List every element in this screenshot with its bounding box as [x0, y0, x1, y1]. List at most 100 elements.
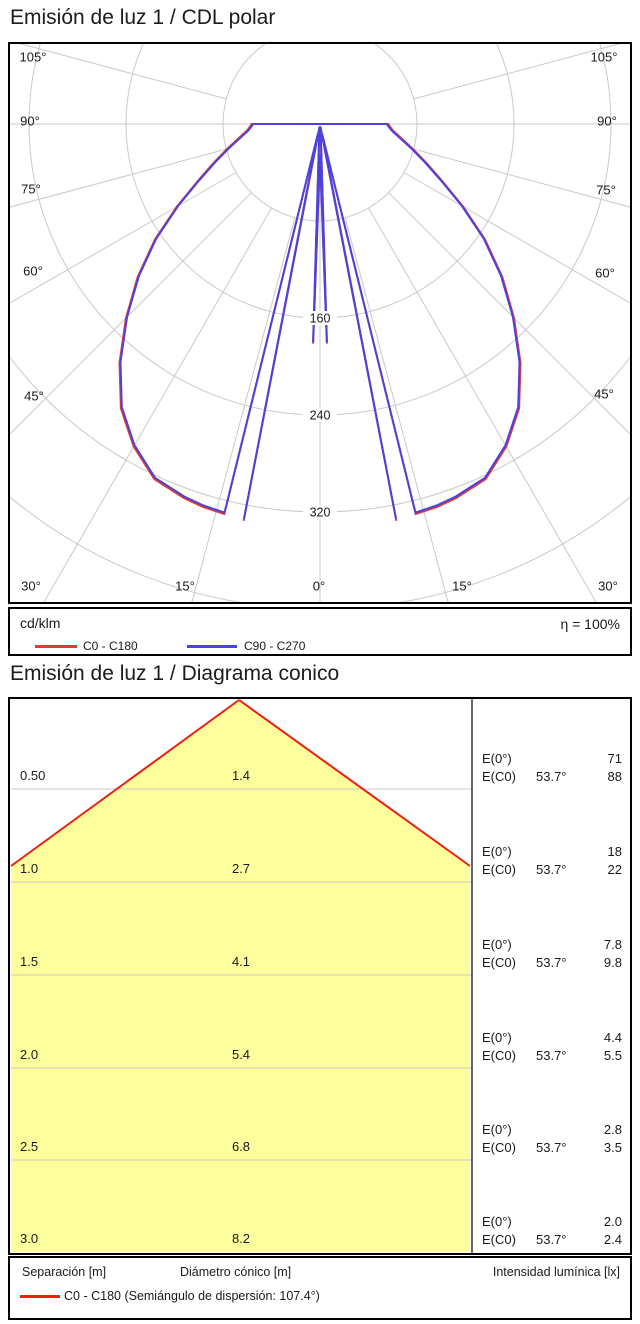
polar-angle-label: 90°	[20, 114, 40, 129]
polar-angle-label: 30°	[21, 579, 41, 594]
e0-label: E(0°)	[482, 1030, 512, 1045]
polar-legend-box: cd/klm η = 100% C0 - C180 C90 - C270	[8, 607, 632, 656]
ec0-label: E(C0)	[482, 1140, 516, 1155]
polar-angle-label: 90°	[597, 114, 617, 129]
polar-ray	[10, 172, 237, 304]
ec0-angle: 53.7°	[536, 769, 567, 784]
cone-edge-right	[238, 699, 471, 867]
polar-ray	[19, 44, 227, 100]
ec0-label: E(C0)	[482, 955, 516, 970]
c0-c180-line-swatch	[35, 645, 77, 648]
polar-angle-label: 105°	[591, 50, 618, 65]
cone-fill	[11, 700, 470, 1252]
ec0-value: 88	[608, 769, 622, 784]
ec0-value: 2.4	[604, 1232, 622, 1247]
e0-value: 4.4	[604, 1030, 622, 1045]
polar-angle-label: 60°	[595, 266, 615, 281]
cone-edge-left	[10, 699, 240, 867]
polar-ray	[10, 192, 252, 435]
diameter-label: 1.4	[232, 768, 250, 783]
polar-ray	[368, 207, 597, 602]
unit-label: cd/klm	[20, 615, 61, 631]
e0-value: 71	[608, 751, 622, 766]
diameter-label: 5.4	[232, 1047, 250, 1062]
polar-plot-area: 160 240 320	[10, 44, 630, 602]
ec0-label: E(C0)	[482, 769, 516, 784]
diameter-header: Diámetro cónico [m]	[180, 1265, 292, 1279]
polar-ray	[191, 217, 296, 602]
e0-label: E(0°)	[482, 1214, 512, 1229]
ec0-angle: 53.7°	[536, 1048, 567, 1063]
polar-section-title: Emisión de luz 1 / CDL polar	[10, 6, 276, 29]
e0-value: 2.0	[604, 1214, 622, 1229]
polar-ray	[344, 217, 449, 602]
ring-label: 160	[310, 312, 331, 326]
polar-ray	[403, 172, 630, 304]
diameter-label: 4.1	[232, 954, 250, 969]
polar-curve-c90-c270	[119, 123, 521, 520]
cone-legend-label: C0 - C180 (Semiángulo de dispersión: 107…	[64, 1289, 320, 1303]
separation-label: 0.50	[20, 768, 45, 783]
polar-ray	[413, 148, 630, 208]
ec0-label: E(C0)	[482, 1048, 516, 1063]
cone-footer-box: Separación [m] Diámetro cónico [m] Inten…	[8, 1256, 632, 1320]
intensity-header: Intensidad lumínica [lx]	[492, 1265, 620, 1279]
ec0-angle: 53.7°	[536, 862, 567, 877]
ring-label-bg	[303, 408, 337, 422]
ec0-angle: 53.7°	[536, 955, 567, 970]
ec0-label: E(C0)	[482, 862, 516, 877]
polar-angle-label: 75°	[596, 183, 616, 198]
diameter-label: 2.7	[232, 861, 250, 876]
efficiency-label: η = 100%	[560, 616, 620, 632]
polar-angle-label: 45°	[594, 387, 614, 402]
c0-c180-label: C0 - C180	[83, 639, 138, 653]
c90-c270-label: C90 - C270	[244, 639, 306, 653]
ec0-value: 22	[608, 862, 622, 877]
ec0-value: 3.5	[604, 1140, 622, 1155]
polar-ray	[413, 44, 621, 100]
polar-ray	[43, 207, 272, 602]
polar-angle-label: 15°	[452, 579, 472, 594]
polar-angle-label: 60°	[23, 264, 43, 279]
diameter-label: 8.2	[232, 1231, 250, 1246]
ring-label: 240	[310, 409, 331, 423]
ec0-angle: 53.7°	[536, 1140, 567, 1155]
ec0-value: 9.8	[604, 955, 622, 970]
diameter-label: 6.8	[232, 1139, 250, 1154]
ec0-value: 5.5	[604, 1048, 622, 1063]
cone-diagram: 0.50 1.4 E(0°) 71 E(C0) 53.7° 88 1.0 2.7 E(0°) 18 E…	[8, 697, 632, 1255]
polar-ray	[388, 192, 630, 435]
separation-label: 1.0	[20, 861, 38, 876]
e0-value: 18	[608, 844, 622, 859]
e0-label: E(0°)	[482, 751, 512, 766]
c90-c270-line-swatch	[187, 645, 237, 648]
polar-angle-label: 105°	[20, 50, 47, 65]
polar-angle-label: 45°	[24, 389, 44, 404]
polar-angle-label: 0°	[313, 579, 325, 594]
cone-chart-border	[8, 697, 632, 1255]
ring-label-bg	[303, 505, 337, 519]
cone-legend-line-swatch	[20, 1295, 60, 1298]
e0-label: E(0°)	[482, 844, 512, 859]
polar-angle-label: 75°	[21, 182, 41, 197]
polar-chart-border	[8, 42, 632, 604]
e0-label: E(0°)	[482, 937, 512, 952]
e0-value: 7.8	[604, 937, 622, 952]
separation-label: 2.0	[20, 1047, 38, 1062]
ec0-label: E(C0)	[482, 1232, 516, 1247]
ec0-angle: 53.7°	[536, 1232, 567, 1247]
cone-section-title: Emisión de luz 1 / Diagrama conico	[10, 662, 340, 685]
separation-header: Separación [m]	[22, 1265, 107, 1279]
separation-label: 3.0	[20, 1231, 38, 1246]
e0-label: E(0°)	[482, 1122, 512, 1137]
polar-angle-label: 30°	[598, 579, 618, 594]
ring-label-bg	[303, 311, 337, 325]
e0-value: 2.8	[604, 1122, 622, 1137]
separation-label: 1.5	[20, 954, 38, 969]
polar-ray	[10, 148, 227, 208]
polar-angle-label: 15°	[175, 579, 195, 594]
ring-label: 320	[310, 506, 331, 520]
separation-label: 2.5	[20, 1139, 38, 1154]
